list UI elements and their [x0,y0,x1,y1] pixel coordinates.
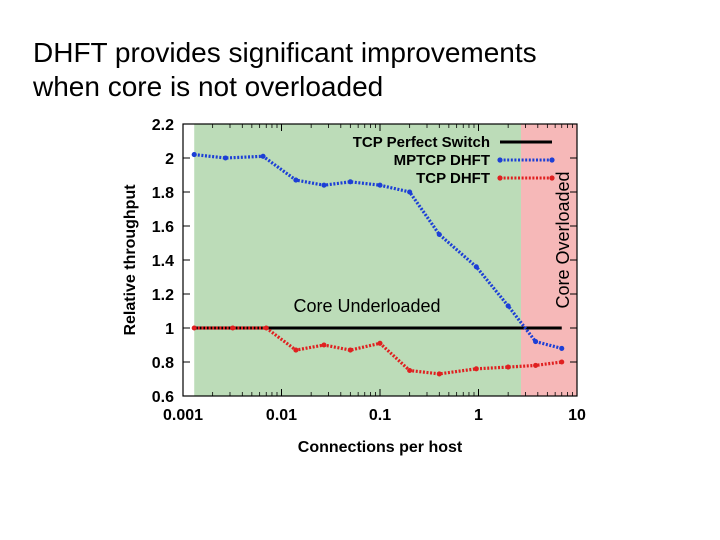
legend-item: MPTCP DHFT [394,152,555,169]
legend-marker [549,157,555,163]
data-point [222,155,229,161]
legend-marker [497,175,503,181]
y-tick-label: 2.2 [152,117,174,134]
y-tick-label: 1.4 [152,253,174,270]
slide-title-line-2: when core is not overloaded [33,71,384,102]
legend-label: TCP Perfect Switch [353,134,490,151]
y-tick-label: 1 [165,321,174,338]
data-point [377,340,383,346]
data-point [473,264,479,270]
data-point [347,347,353,353]
data-point [347,179,353,185]
data-point [293,347,299,353]
y-tick-label: 1.2 [152,287,174,304]
y-tick-label: 1.8 [152,185,174,202]
data-point [293,177,299,183]
data-point [230,325,236,331]
data-point [407,367,413,374]
data-point [191,325,197,331]
y-tick-label: 1.6 [152,219,174,236]
data-point [505,303,511,309]
x-tick-label: 0.001 [163,407,203,424]
region-overloaded [520,124,577,396]
data-point [559,345,565,351]
data-point [377,182,383,188]
axes-layer: 0.001 0.01 0.1 1 10 0.6 0.8 1 1.2 1.4 1.6 1.8 2 2.2 Co… [122,117,586,456]
data-point [263,325,269,331]
y-tick-label: 2 [165,151,174,168]
y-axis-label: Relative throughput [122,184,139,336]
regions-layer [194,124,577,396]
data-point [559,359,565,365]
legend-item: TCP DHFT [416,170,555,187]
slide-title-line-1: DHFT provides significant improvements [33,37,537,68]
data-point [505,364,511,370]
legend-label: MPTCP DHFT [394,152,490,169]
y-tick-label: 0.8 [152,355,174,372]
legend-marker [497,157,503,163]
series-layer [191,152,565,377]
x-axis-label: Connections per host [298,439,463,456]
y-tick-label: 0.6 [152,389,174,406]
x-tick-label: 0.01 [266,407,297,424]
series-mptcp-dhft [191,152,565,351]
x-tick-label: 1 [474,407,483,424]
region-label-overloaded: Core Overloaded [553,171,573,308]
data-point [533,362,539,368]
x-tick-label: 0.1 [369,407,391,424]
data-point [321,182,327,188]
data-point [191,152,197,158]
region-label-underloaded: Core Underloaded [293,296,440,316]
data-point [260,153,266,159]
data-point [407,189,413,195]
data-point [321,342,327,348]
data-point [436,231,442,238]
data-point [533,339,539,345]
x-tick-label: 10 [568,407,586,424]
legend-label: TCP DHFT [416,170,490,187]
series-tcp-dhft [191,325,565,377]
legend-marker [549,175,555,181]
data-point [473,366,479,372]
data-point [436,371,442,377]
labels-layer: Core Underloaded Core Overloaded [293,171,573,316]
slide-title: DHFT provides significant improvements w… [33,36,693,104]
legend-item: TCP Perfect Switch [353,134,552,151]
